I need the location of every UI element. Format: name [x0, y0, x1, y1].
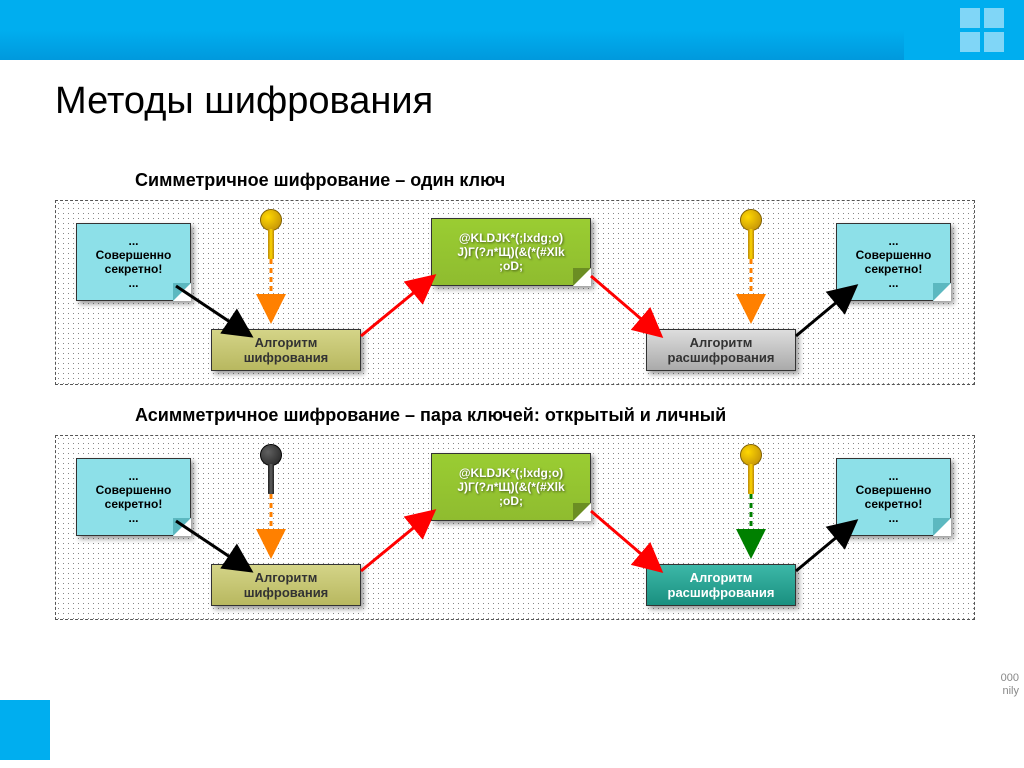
flow-arrows: [56, 201, 976, 386]
subtitle-symmetric: Симметричное шифрование – один ключ: [135, 170, 505, 191]
slide-title: Методы шифрования: [55, 80, 433, 123]
footer-watermark: 000 nily: [1001, 672, 1019, 698]
slide-header-bar: [0, 0, 1024, 60]
diagram-asymmetric: ... Совершенно секретно! ... @KLDJK*(;lx…: [55, 435, 975, 620]
diagram-symmetric: ... Совершенно секретно! ... @KLDJK*(;lx…: [55, 200, 975, 385]
windows-logo-icon: [960, 8, 1004, 52]
flow-arrows: [56, 436, 976, 621]
slide-side-accent: [0, 700, 50, 760]
slide-header-corner: [904, 0, 1024, 60]
subtitle-asymmetric: Асимметричное шифрование – пара ключей: …: [135, 405, 726, 426]
